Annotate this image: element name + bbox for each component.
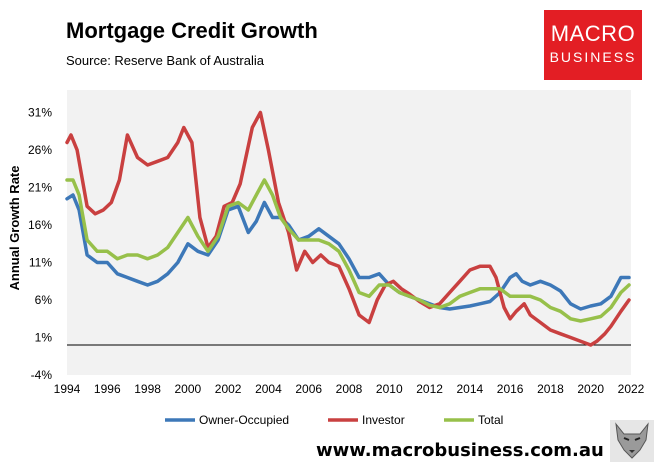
y-axis: -4% 1% 6% 11% 16% 21% 26% 31%: [28, 106, 52, 383]
y-tick-label: 26%: [28, 143, 52, 157]
series-line-owner-occupied: [65, 193, 631, 311]
y-tick-label: 11%: [29, 256, 52, 270]
x-tick-label: 2010: [376, 382, 403, 396]
x-tick-label: 1994: [54, 382, 81, 396]
x-tick-label: 2012: [416, 382, 443, 396]
x-tick-label: 2018: [537, 382, 564, 396]
series-lines: [65, 110, 631, 347]
macrobusiness-logo: MACRO BUSINESS: [544, 10, 642, 80]
x-tick-label: 2020: [577, 382, 604, 396]
legend: Owner-Occupied Investor Total: [165, 413, 503, 427]
wolf-icon: [610, 420, 654, 462]
x-tick-label: 2006: [295, 382, 322, 396]
y-axis-label: Annual Growth Rate: [7, 166, 22, 291]
series-line-total: [65, 178, 631, 323]
plot-area: [67, 90, 631, 375]
legend-label: Investor: [362, 413, 405, 427]
x-tick-label: 2014: [457, 382, 484, 396]
x-tick-label: 2000: [175, 382, 202, 396]
x-tick-label: 2022: [618, 382, 645, 396]
y-tick-label: 1%: [35, 331, 53, 345]
x-tick-label: 2016: [497, 382, 524, 396]
chart-title: Mortgage Credit Growth: [66, 18, 318, 43]
y-tick-label: 16%: [28, 218, 52, 232]
website-url[interactable]: www.macrobusiness.com.au: [316, 440, 604, 461]
chart-source: Source: Reserve Bank of Australia: [66, 53, 264, 68]
y-tick-label: 21%: [28, 181, 52, 195]
x-tick-label: 2002: [215, 382, 242, 396]
y-tick-label: 6%: [35, 293, 53, 307]
x-axis: 1994 1996 1998 2000 2002 2004 2006 2008 2010 2012…: [54, 382, 645, 396]
legend-label: Owner-Occupied: [199, 413, 289, 427]
legend-label: Total: [478, 413, 503, 427]
x-tick-label: 2004: [255, 382, 282, 396]
x-tick-label: 1998: [134, 382, 161, 396]
logo-word-macro: MACRO: [550, 21, 636, 46]
x-tick-label: 1996: [94, 382, 121, 396]
y-tick-label: -4%: [31, 368, 53, 382]
series-line-investor: [65, 110, 631, 347]
x-tick-label: 2008: [336, 382, 363, 396]
logo-word-business: BUSINESS: [549, 49, 637, 65]
y-tick-label: 31%: [28, 106, 52, 120]
